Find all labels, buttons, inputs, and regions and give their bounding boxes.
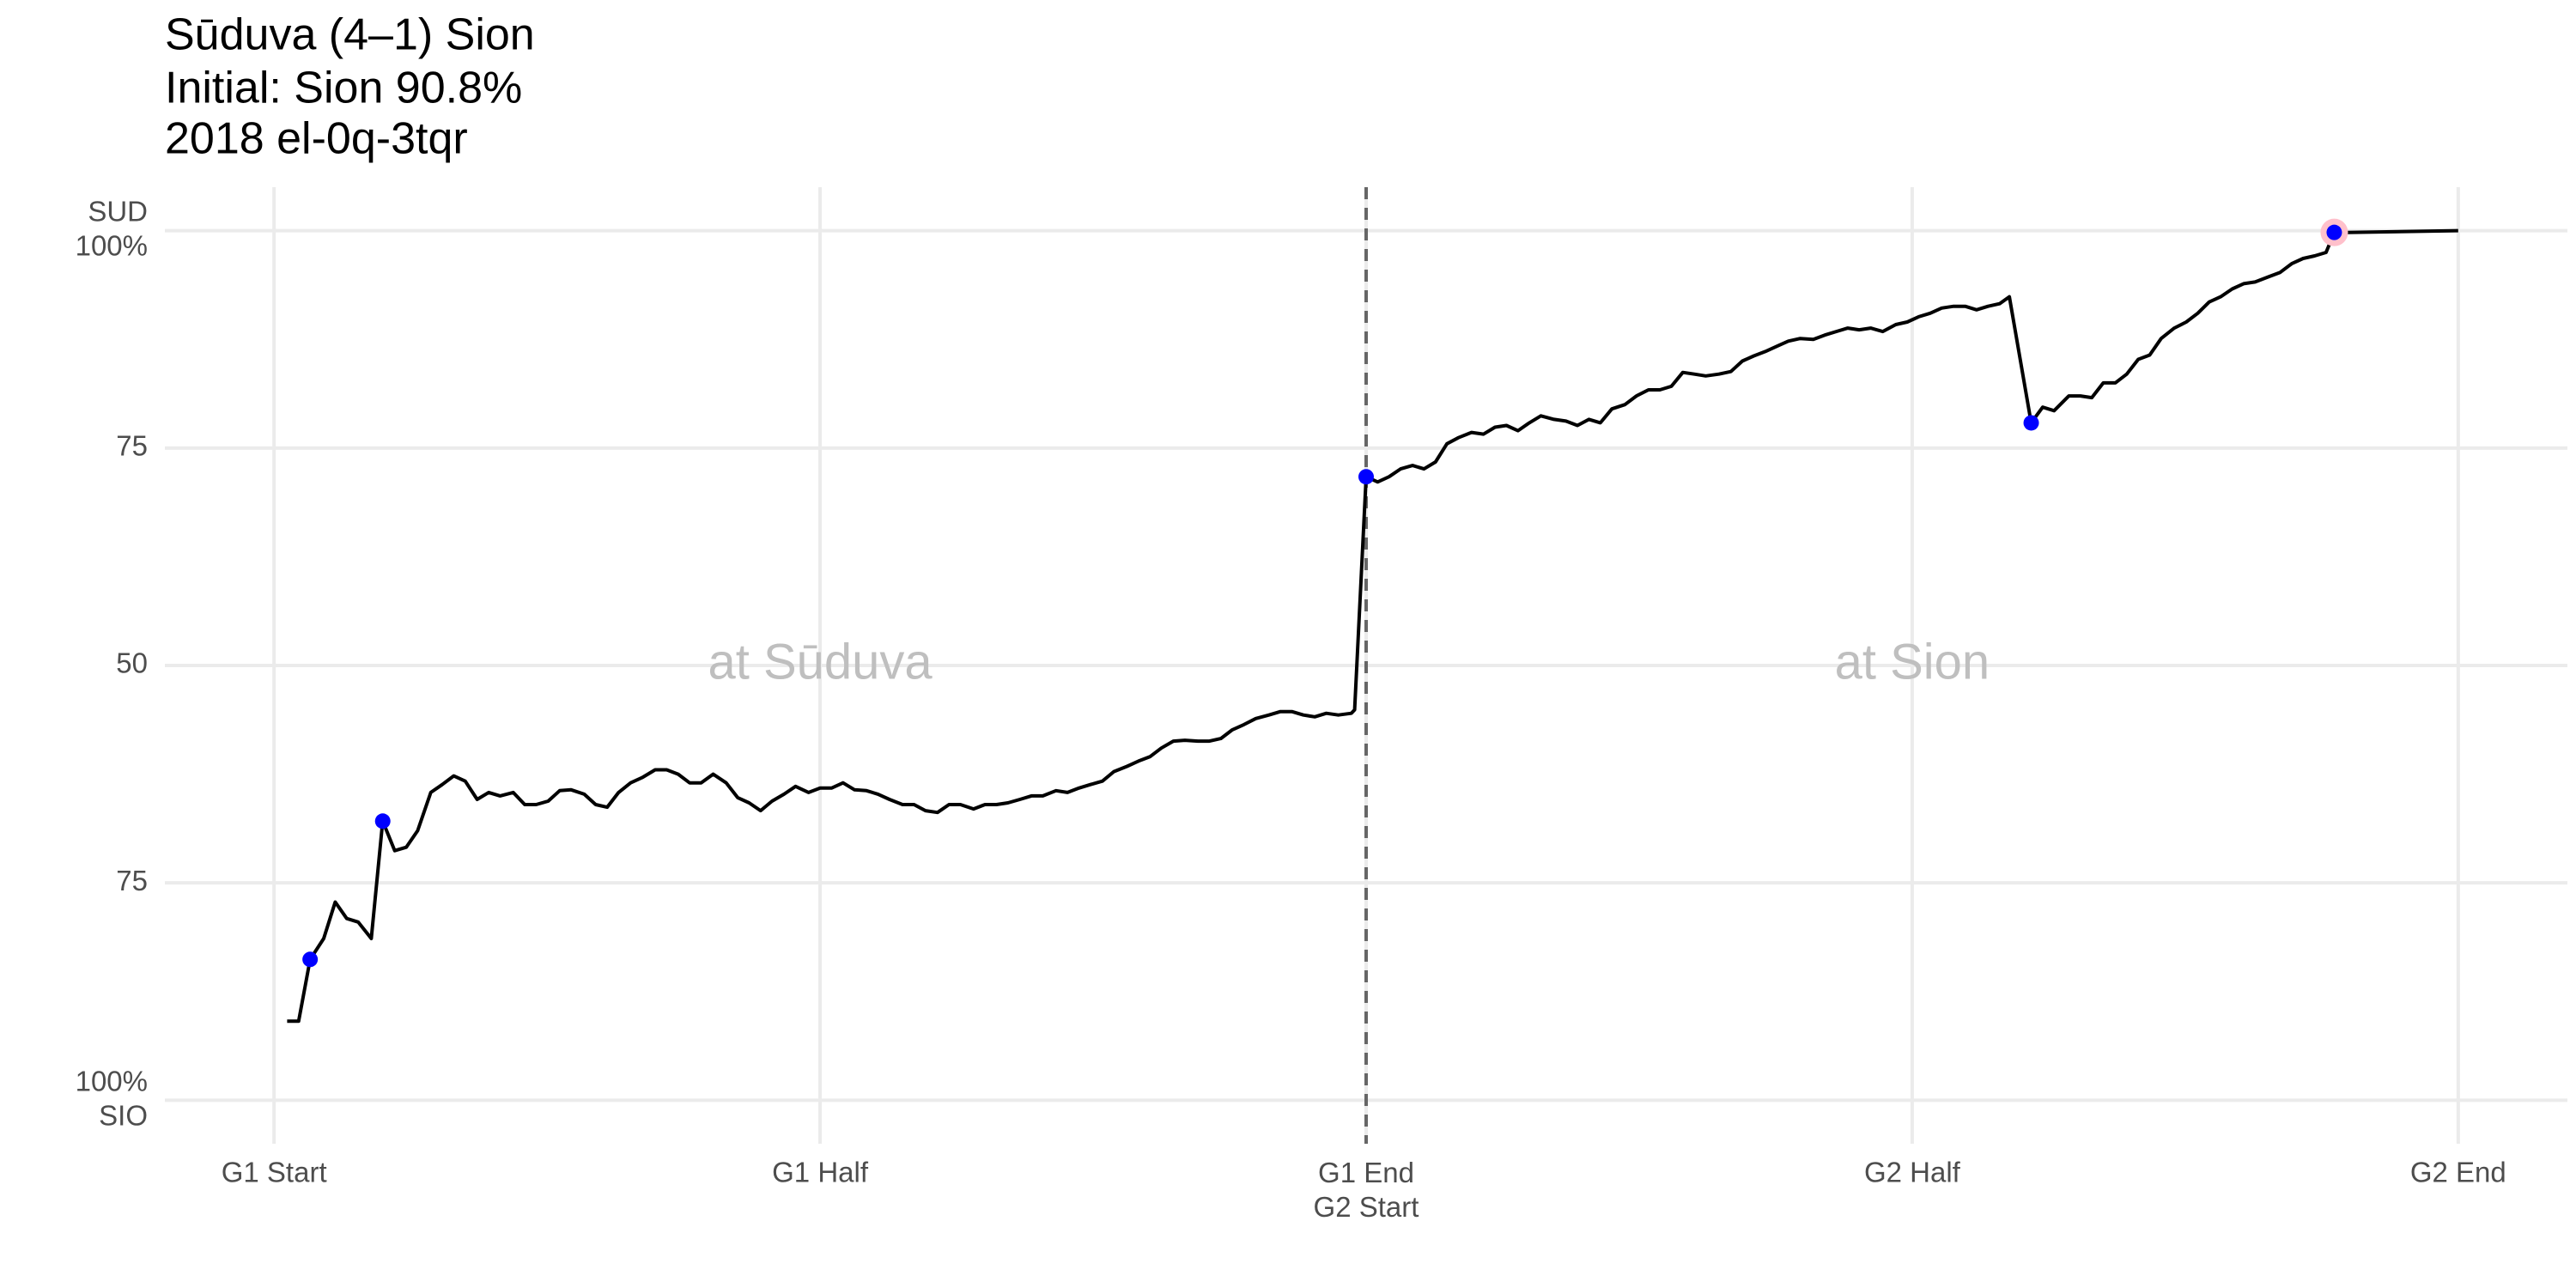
venue-annotation: at Sūduva: [708, 634, 933, 690]
win-probability-line: [287, 228, 2458, 1024]
goal-point: [2023, 415, 2039, 431]
x-tick-label: G2 Half: [1864, 1157, 1961, 1188]
y-tick-label: 100% SIO: [76, 1065, 148, 1131]
goal-point: [302, 951, 319, 968]
y-tick-label: 75: [116, 865, 148, 896]
chart-subtitle: Initial: Sion 90.8%: [165, 64, 522, 113]
x-tick-label: G1 Half: [772, 1157, 869, 1188]
chart-subtitle: 2018 el-0q-3tqr: [165, 114, 468, 164]
y-tick-label: 75: [116, 430, 148, 462]
y-tick-label: SUD 100%: [76, 195, 148, 261]
goal-point: [374, 813, 391, 829]
x-tick-label: G1 Start: [222, 1157, 327, 1188]
goal-point: [2326, 224, 2342, 240]
x-tick-label: G2 End: [2410, 1157, 2506, 1188]
goal-point: [1358, 469, 1374, 485]
chart-title: Sūduva (4–1) Sion: [165, 10, 535, 60]
x-tick-label: G1 End G2 Start: [1314, 1157, 1419, 1223]
venue-annotation: at Sion: [1835, 634, 1990, 690]
y-tick-label: 50: [116, 647, 148, 679]
